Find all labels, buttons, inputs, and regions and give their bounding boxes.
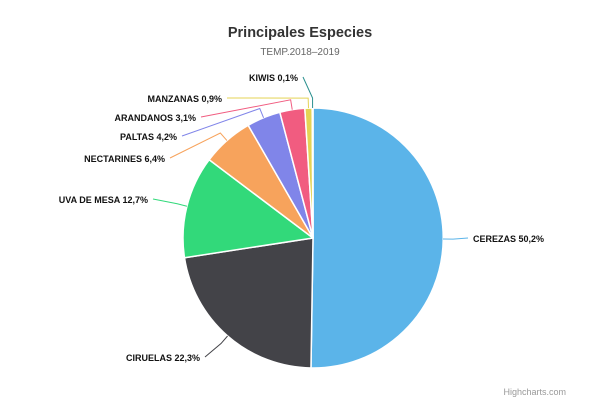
- connector-cerezas: [442, 237, 469, 240]
- pie-slice-ciruelas[interactable]: [183, 237, 314, 369]
- pie-slices: [182, 107, 444, 369]
- data-label-kiwis: KIWIS 0,1%: [249, 73, 298, 83]
- chart-subtitle: TEMP.2018–2019: [260, 47, 340, 58]
- credits-link[interactable]: Highcharts.com: [503, 387, 566, 397]
- data-label-ciruelas: CIRUELAS 22,3%: [126, 353, 200, 363]
- connector-nectarines: [169, 132, 228, 159]
- data-label-nectarines: NECTARINES 6,4%: [84, 154, 165, 164]
- data-labels: CEREZAS 50,2% CIRUELAS 22,3% UVA DE MESA 1…: [59, 73, 544, 363]
- data-label-paltas: PALTAS 4,2%: [120, 132, 177, 142]
- connector-arandanos: [200, 99, 293, 118]
- pie-slice-cerezas[interactable]: [310, 107, 444, 369]
- data-label-manzanas: MANZANAS 0,9%: [147, 94, 222, 104]
- pie-slice-kiwis[interactable]: [311, 107, 314, 239]
- label-connectors: [152, 76, 469, 358]
- data-label-cerezas: CEREZAS 50,2%: [473, 234, 544, 244]
- pie-slice-uva-de-mesa[interactable]: [182, 158, 314, 259]
- data-label-uva-de-mesa: UVA DE MESA 12,7%: [59, 195, 148, 205]
- connector-uva-de-mesa: [152, 198, 188, 207]
- chart-title: Principales Especies: [228, 25, 372, 41]
- connector-manzanas: [226, 97, 309, 109]
- data-label-arandanos: ARANDANOS 3,1%: [114, 113, 196, 123]
- connector-paltas: [181, 107, 265, 137]
- connector-kiwis: [302, 76, 314, 109]
- connector-ciruelas: [204, 335, 228, 358]
